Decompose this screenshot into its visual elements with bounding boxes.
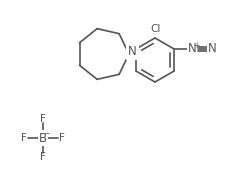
Text: F: F (40, 114, 46, 124)
Text: F: F (40, 152, 46, 162)
Text: Cl: Cl (151, 24, 161, 34)
Text: B: B (39, 132, 47, 145)
Text: F: F (21, 133, 27, 143)
Text: N: N (188, 43, 196, 56)
Text: F: F (59, 133, 65, 143)
Text: +: + (193, 41, 200, 50)
Text: N: N (208, 43, 216, 56)
Text: −: − (43, 129, 50, 138)
Text: N: N (128, 45, 137, 58)
